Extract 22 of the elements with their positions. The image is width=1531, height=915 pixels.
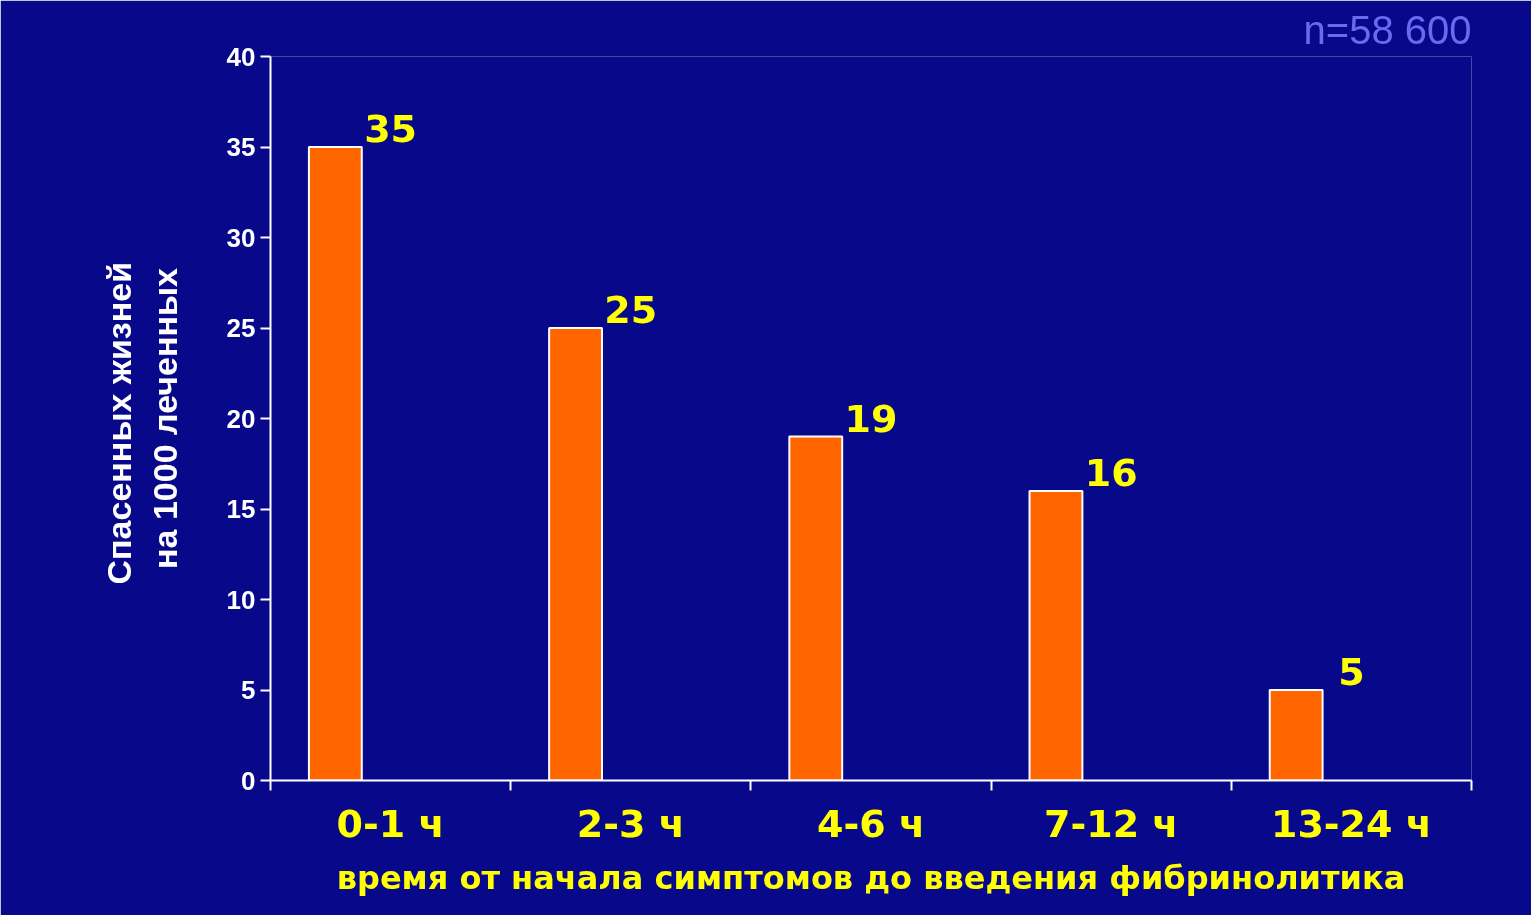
y-tick-label: 20 bbox=[226, 403, 256, 434]
y-axis-title: Спасенных жизней на 1000 леченных bbox=[99, 261, 184, 585]
y-tick-label: 30 bbox=[226, 222, 256, 253]
data-label: 16 bbox=[1084, 450, 1138, 495]
x-tick-label: 7-12 ч bbox=[1043, 801, 1179, 846]
y-tick-label: 25 bbox=[226, 313, 256, 343]
x-axis-title: время от начала симптомов до введения фибринолитика bbox=[336, 858, 1406, 897]
data-label: 25 bbox=[604, 288, 658, 332]
x-tick-label: 13-24 ч bbox=[1270, 801, 1432, 846]
y-tick-label: 5 bbox=[241, 675, 256, 705]
x-tick-label: 4-6 ч bbox=[817, 801, 925, 846]
data-label: 35 bbox=[364, 107, 418, 151]
x-tick-label: 2-3 ч bbox=[576, 801, 685, 846]
y-tick-label: 10 bbox=[226, 584, 256, 615]
text: n=58 600 bbox=[1303, 7, 1472, 52]
data-label: 5 bbox=[1338, 650, 1365, 694]
data-label: 19 bbox=[844, 396, 898, 441]
y-tick-label: 0 bbox=[241, 765, 256, 796]
y-tick-label: 35 bbox=[226, 132, 256, 162]
y-tick-label: 40 bbox=[226, 41, 256, 72]
x-tick-label: 0-1 ч bbox=[336, 801, 445, 846]
y-tick-label: 15 bbox=[226, 494, 256, 524]
